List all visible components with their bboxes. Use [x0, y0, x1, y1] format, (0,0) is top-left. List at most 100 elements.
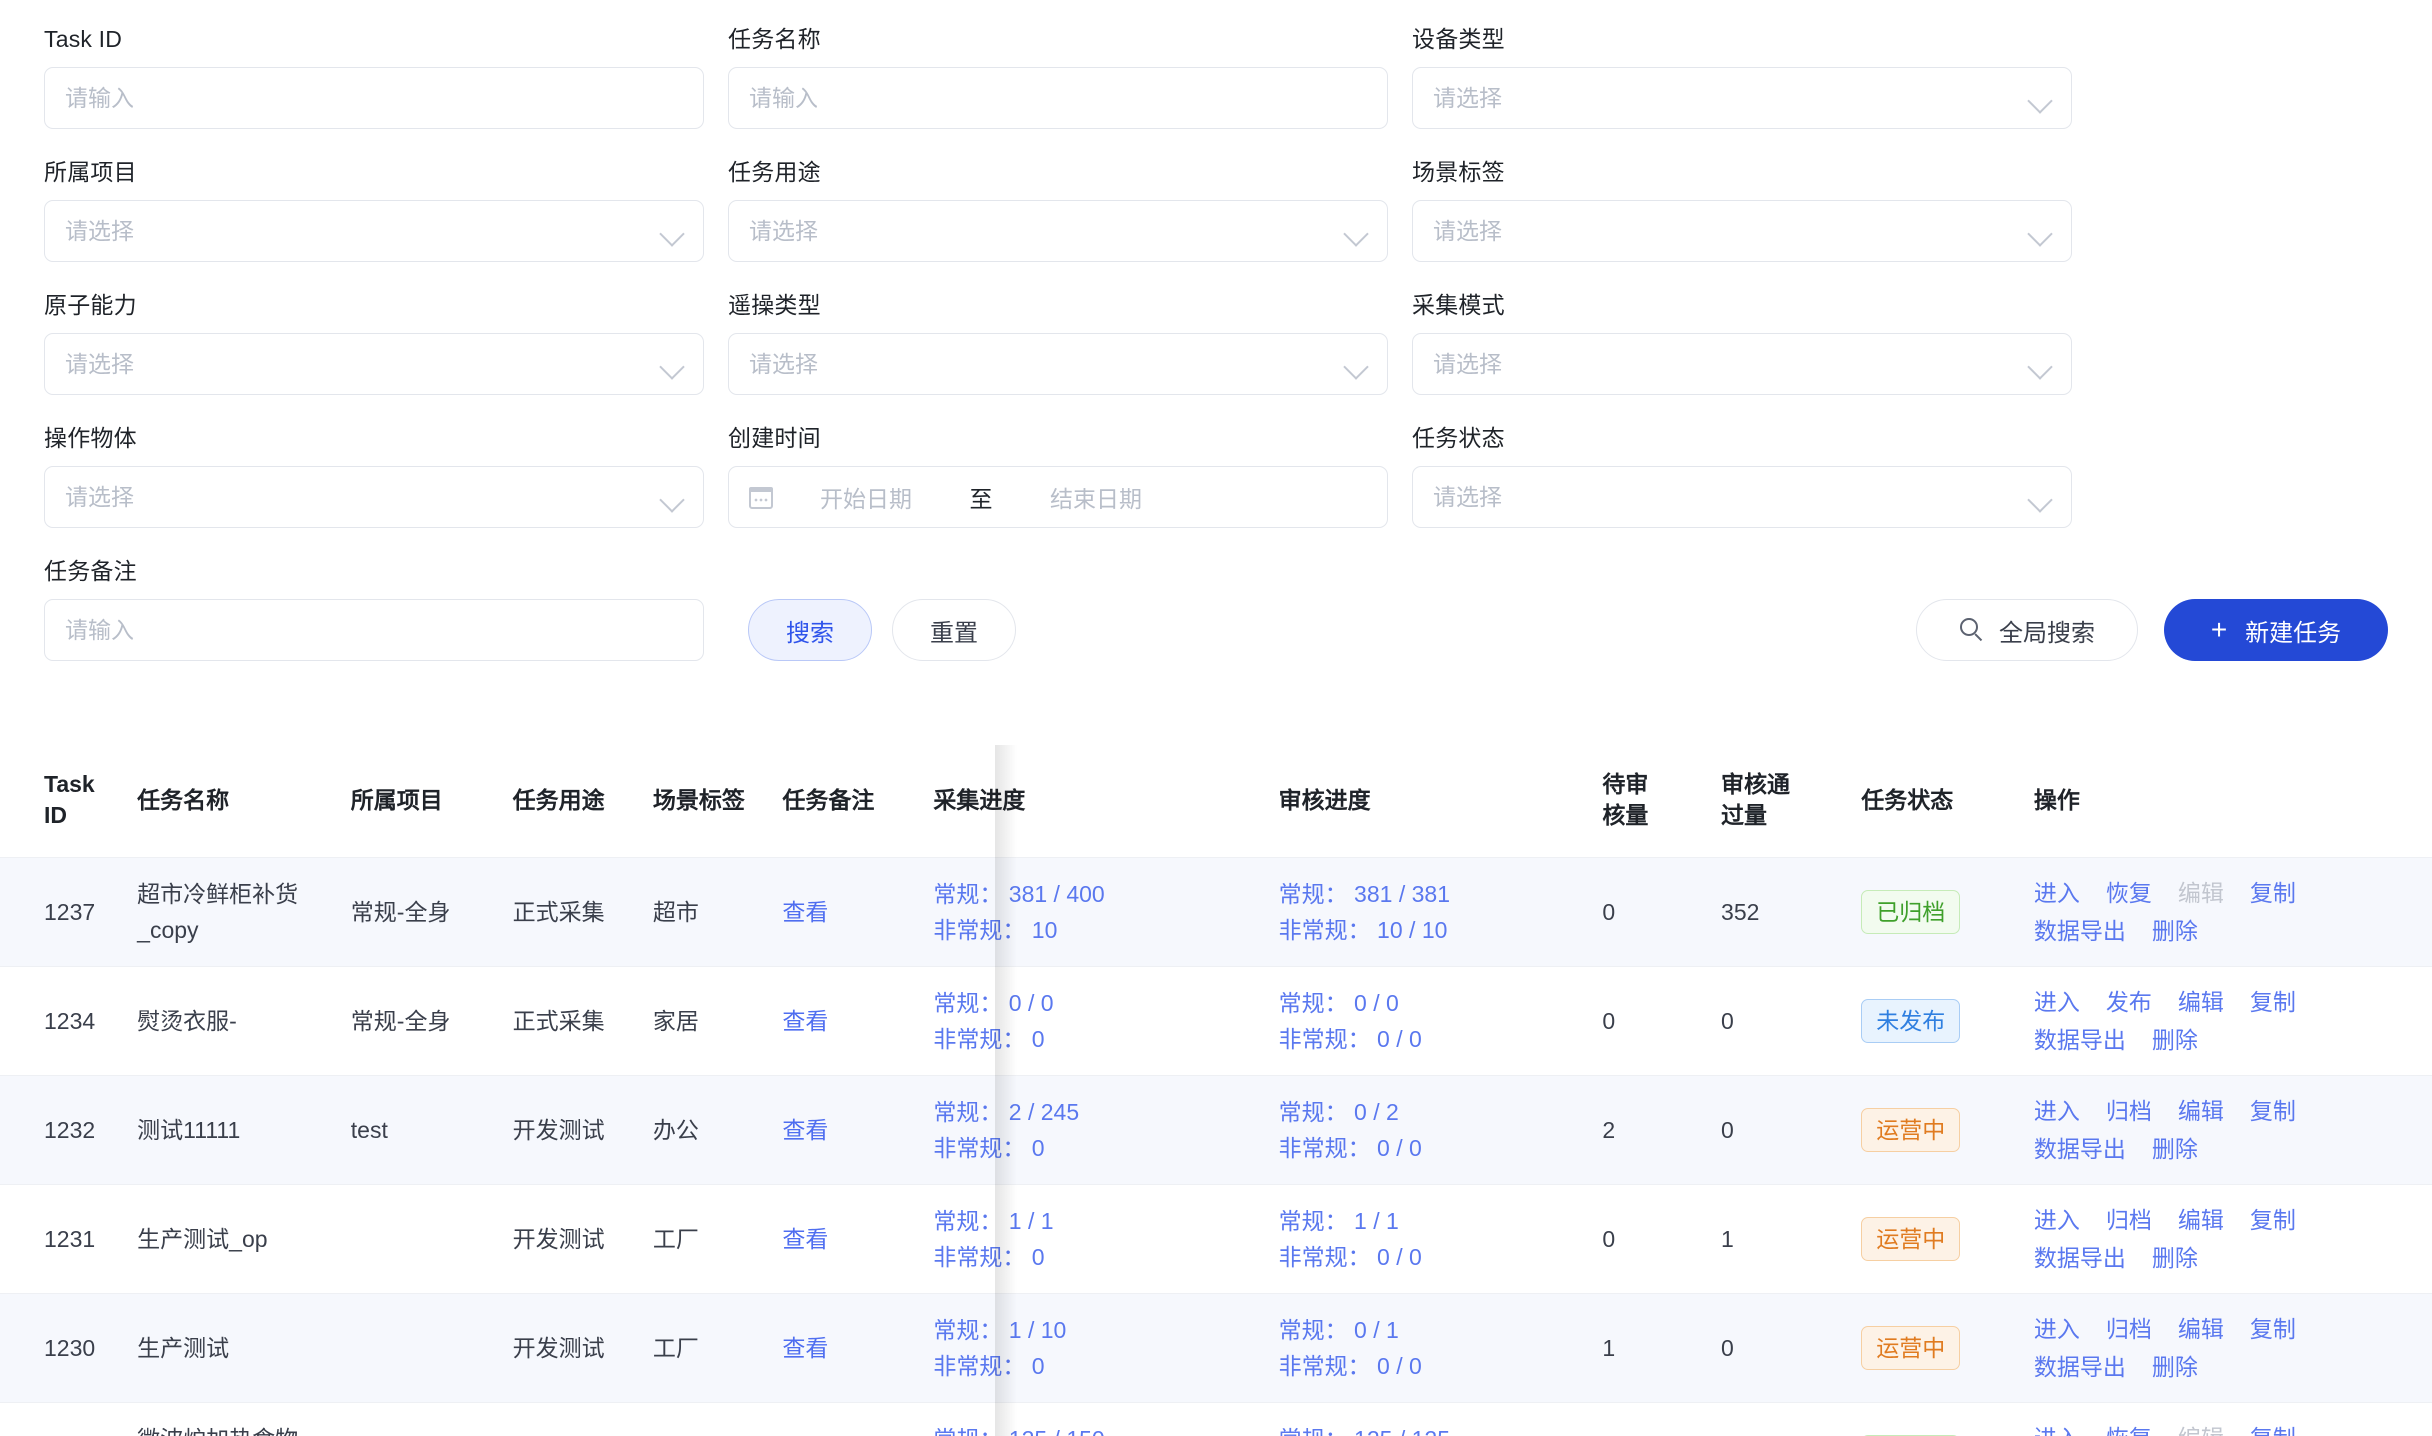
op-4[interactable]: 数据导出 [2033, 1245, 2126, 1271]
collect-normal: 常规： 1 / 1 [933, 1208, 1054, 1234]
op-3[interactable]: 复制 [2249, 989, 2296, 1015]
view-remark-link[interactable]: 查看 [782, 1226, 829, 1252]
op-5[interactable]: 删除 [2151, 1027, 2198, 1053]
op-0[interactable]: 进入 [2034, 1425, 2080, 1436]
op-4[interactable]: 数据导出 [2033, 1354, 2126, 1380]
op-4[interactable]: 数据导出 [2033, 1136, 2126, 1162]
view-remark-link[interactable]: 查看 [782, 899, 829, 925]
cell-passed-count: 0 [1709, 1075, 1850, 1185]
op-1[interactable]: 恢复 [2106, 1425, 2152, 1436]
end-date-input[interactable]: 结束日期 [1050, 486, 1142, 512]
op-3[interactable]: 复制 [2250, 1425, 2296, 1436]
cell-review-progress: 常规： 0 / 0 非常规： 0 / 0 [1266, 966, 1591, 1076]
column-header-review-progress: 审核进度 [1266, 745, 1591, 858]
cell-status: 运营中 [1849, 1075, 2022, 1185]
new-task-button[interactable]: + 新建任务 [2164, 599, 2388, 661]
teleop-type-select[interactable]: 请选择 [728, 333, 1388, 395]
task-name-input[interactable]: 请输入 [728, 67, 1388, 129]
op-1[interactable]: 恢复 [2105, 880, 2152, 906]
reset-button[interactable]: 重置 [892, 599, 1016, 661]
view-remark-link[interactable]: 查看 [782, 1335, 829, 1361]
start-date-input[interactable]: 开始日期 [820, 486, 912, 512]
cell-task-id: 1230 [0, 1293, 126, 1403]
task-table-container[interactable]: Task ID 任务名称 所属项目 任务用途 场景标签 任务备注 采集进度 审核… [0, 745, 2432, 1436]
filter-field-scene-tag: 场景标签 请选择 [1412, 157, 2072, 262]
table-row[interactable]: 1230 生产测试 开发测试 工厂 查看 常规： 1 / 10 非常规： 0 常… [0, 1293, 2432, 1403]
op-0[interactable]: 进入 [2033, 1207, 2080, 1233]
op-4[interactable]: 数据导出 [2033, 918, 2126, 944]
review-abnormal: 非常规： 10 / 10 [1278, 917, 1448, 943]
review-normal: 常规： 0 / 1 [1278, 1317, 1399, 1343]
cell-usage: 正式采集 [500, 857, 641, 967]
operated-object-select[interactable]: 请选择 [44, 466, 704, 528]
cell-project: 常规-全身 [338, 966, 501, 1076]
task-status-select[interactable]: 请选择 [1412, 466, 2072, 528]
cell-remark: 查看 [770, 857, 922, 967]
filter-field-usage: 任务用途 请选择 [728, 157, 1388, 262]
chevron-down-icon [659, 487, 685, 513]
op-1[interactable]: 归档 [2105, 1207, 2152, 1233]
table-row[interactable]: 1231 生产测试_op 开发测试 工厂 查看 常规： 1 / 1 非常规： 0… [0, 1184, 2432, 1294]
cell-operations: 进入 归档 编辑 复制数据导出 删除 [2021, 1075, 2432, 1185]
op-2[interactable]: 编辑 [2177, 1098, 2224, 1124]
scene-tag-select[interactable]: 请选择 [1412, 200, 2072, 262]
search-icon [1959, 617, 1985, 643]
status-badge: 已归档 [1861, 890, 1961, 934]
cell-pending-count: 0 [1590, 857, 1710, 967]
op-5[interactable]: 删除 [2151, 1354, 2198, 1380]
task-status-placeholder: 请选择 [1433, 484, 1502, 510]
task-table-head: Task ID 任务名称 所属项目 任务用途 场景标签 任务备注 采集进度 审核… [0, 745, 2432, 858]
cell-collect-progress: 常规： 381 / 400 非常规： 10 [921, 857, 1267, 967]
op-3[interactable]: 复制 [2249, 1207, 2296, 1233]
cell-passed-count: 121 [1709, 1402, 1850, 1436]
cell-passed-count: 1 [1709, 1184, 1850, 1294]
op-3[interactable]: 复制 [2249, 1098, 2296, 1124]
op-0[interactable]: 进入 [2033, 1098, 2080, 1124]
task-id-input[interactable]: 请输入 [44, 67, 704, 129]
op-4[interactable]: 数据导出 [2033, 1027, 2126, 1053]
op-0[interactable]: 进入 [2033, 880, 2080, 906]
global-search-button[interactable]: 全局搜索 [1916, 599, 2138, 661]
view-remark-link[interactable]: 查看 [782, 1117, 829, 1143]
op-3[interactable]: 复制 [2249, 1316, 2296, 1342]
op-0[interactable]: 进入 [2033, 1316, 2080, 1342]
op-5[interactable]: 删除 [2151, 1136, 2198, 1162]
op-1[interactable]: 发布 [2105, 989, 2152, 1015]
capture-mode-select[interactable]: 请选择 [1412, 333, 2072, 395]
global-search-label: 全局搜索 [1999, 619, 2095, 647]
device-type-select[interactable]: 请选择 [1412, 67, 2072, 129]
table-row[interactable]: 1232 测试11111 test 开发测试 办公 查看 常规： 2 / 245… [0, 1075, 2432, 1185]
view-remark-link[interactable]: 查看 [782, 1008, 829, 1034]
search-button[interactable]: 搜索 [748, 599, 872, 661]
op-0[interactable]: 进入 [2033, 989, 2080, 1015]
column-header-status: 任务状态 [1849, 745, 2022, 858]
task-remark-input[interactable]: 请输入 [44, 599, 704, 661]
table-row[interactable]: 1227 微波炉加热食物-干扰-depth降… 算法专用 开发测试 餐厅 查看 … [0, 1402, 2432, 1436]
op-2[interactable]: 编辑 [2177, 989, 2224, 1015]
usage-select[interactable]: 请选择 [728, 200, 1388, 262]
op-2[interactable]: 编辑 [2177, 1316, 2224, 1342]
cell-remark: 查看 [770, 966, 922, 1076]
op-3[interactable]: 复制 [2249, 880, 2296, 906]
cell-task-name: 生产测试 [125, 1293, 339, 1403]
plus-icon: + [2210, 614, 2228, 645]
op-1[interactable]: 归档 [2105, 1098, 2152, 1124]
cell-task-id: 1227 [0, 1402, 126, 1436]
cell-task-name: 微波炉加热食物-干扰-depth降… [125, 1402, 339, 1436]
created-time-range-picker[interactable]: 开始日期 至 结束日期 [728, 466, 1388, 528]
op-1[interactable]: 归档 [2105, 1316, 2152, 1342]
op-2[interactable]: 编辑 [2177, 1207, 2224, 1233]
table-row[interactable]: 1234 熨烫衣服- 常规-全身 正式采集 家居 查看 常规： 0 / 0 非常… [0, 966, 2432, 1076]
atomic-ability-select[interactable]: 请选择 [44, 333, 704, 395]
table-row[interactable]: 1237 超市冷鲜柜补货_copy 常规-全身 正式采集 超市 查看 常规： 3… [0, 857, 2432, 967]
cell-passed-count: 0 [1709, 966, 1850, 1076]
filter-row-1: Task ID 请输入 任务名称 请输入 设备类型 请选择 [44, 24, 2388, 129]
op-5[interactable]: 删除 [2151, 918, 2198, 944]
cell-project [338, 1293, 501, 1403]
cell-operations: 进入恢复编辑复制数据导出删除 [2021, 857, 2432, 967]
status-badge: 运营中 [1861, 1108, 1961, 1152]
op-5[interactable]: 删除 [2151, 1245, 2198, 1271]
project-select[interactable]: 请选择 [44, 200, 704, 262]
filter-label-atomic-ability: 原子能力 [44, 292, 137, 318]
cell-remark: 查看 [770, 1293, 922, 1403]
